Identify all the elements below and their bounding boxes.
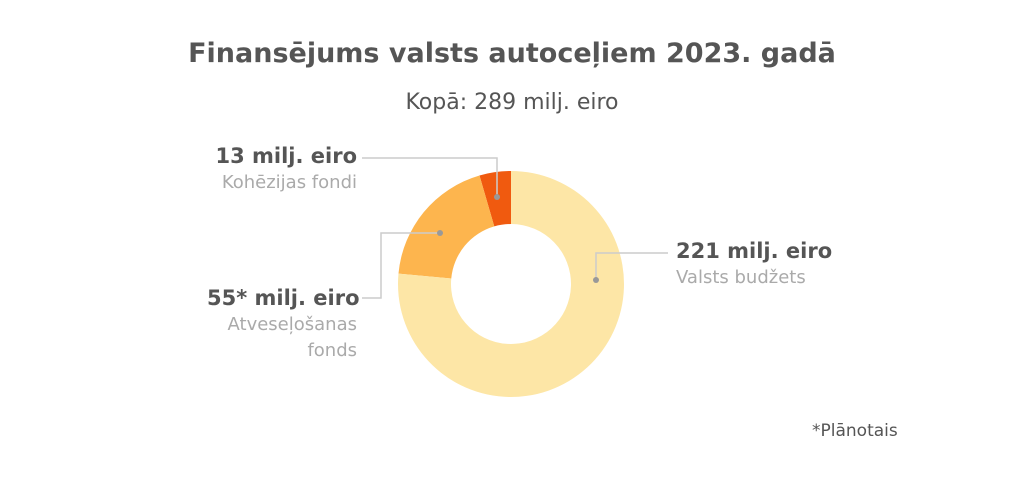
value-label: 13 milj. eiro xyxy=(215,144,357,168)
leader-line xyxy=(362,157,498,197)
footnote: *Plānotais xyxy=(812,421,898,441)
leader-dot xyxy=(437,230,443,236)
value-label: 55* milj. eiro xyxy=(207,286,360,310)
leader-dot xyxy=(494,194,500,200)
category-label: Kohēzijas fondi xyxy=(221,172,357,193)
category-label: Atveseļošanas fonds xyxy=(227,314,357,361)
chart-subtitle: Kopā: 289 milj. eiro xyxy=(405,90,619,115)
slice-label: 221 milj. eiro Valsts budžets xyxy=(676,237,876,291)
leader-line xyxy=(362,232,440,299)
category-label: Valsts budžets xyxy=(676,267,806,288)
chart-title: Finansējums valsts autoceļiem 2023. gadā xyxy=(188,38,836,69)
slice-label: 55* milj. eiro Atveseļošanas fonds xyxy=(207,284,360,364)
slice-label: 13 milj. eiro Kohēzijas fondi xyxy=(157,142,357,196)
leader-line xyxy=(595,252,668,280)
leader-dot xyxy=(593,277,599,283)
donut-slice xyxy=(398,171,624,398)
donut-slice xyxy=(398,175,495,279)
value-label: 221 milj. eiro xyxy=(676,239,833,263)
